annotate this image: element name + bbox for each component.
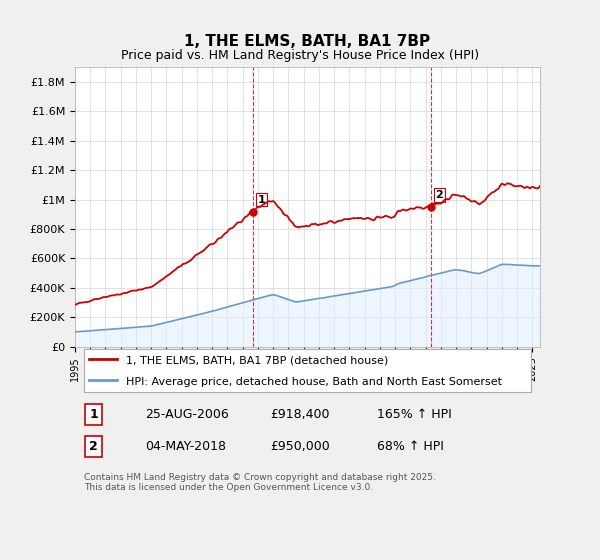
- Text: Price paid vs. HM Land Registry's House Price Index (HPI): Price paid vs. HM Land Registry's House …: [121, 49, 479, 62]
- Text: 04-MAY-2018: 04-MAY-2018: [145, 440, 226, 453]
- Text: 68% ↑ HPI: 68% ↑ HPI: [377, 440, 444, 453]
- Text: £918,400: £918,400: [270, 408, 330, 421]
- Text: 1, THE ELMS, BATH, BA1 7BP (detached house): 1, THE ELMS, BATH, BA1 7BP (detached hou…: [126, 355, 388, 365]
- FancyBboxPatch shape: [84, 349, 531, 392]
- Text: HPI: Average price, detached house, Bath and North East Somerset: HPI: Average price, detached house, Bath…: [126, 377, 502, 386]
- Text: Contains HM Land Registry data © Crown copyright and database right 2025.
This d: Contains HM Land Registry data © Crown c…: [84, 473, 436, 492]
- Text: 1: 1: [257, 195, 265, 205]
- Text: 2: 2: [435, 190, 443, 200]
- Text: 2: 2: [89, 440, 98, 453]
- Text: 165% ↑ HPI: 165% ↑ HPI: [377, 408, 452, 421]
- Text: £950,000: £950,000: [270, 440, 330, 453]
- Title: 1, THE ELMS, BATH, BA1 7BP: 1, THE ELMS, BATH, BA1 7BP: [184, 34, 431, 49]
- Text: 25-AUG-2006: 25-AUG-2006: [145, 408, 229, 421]
- Text: 1: 1: [89, 408, 98, 421]
